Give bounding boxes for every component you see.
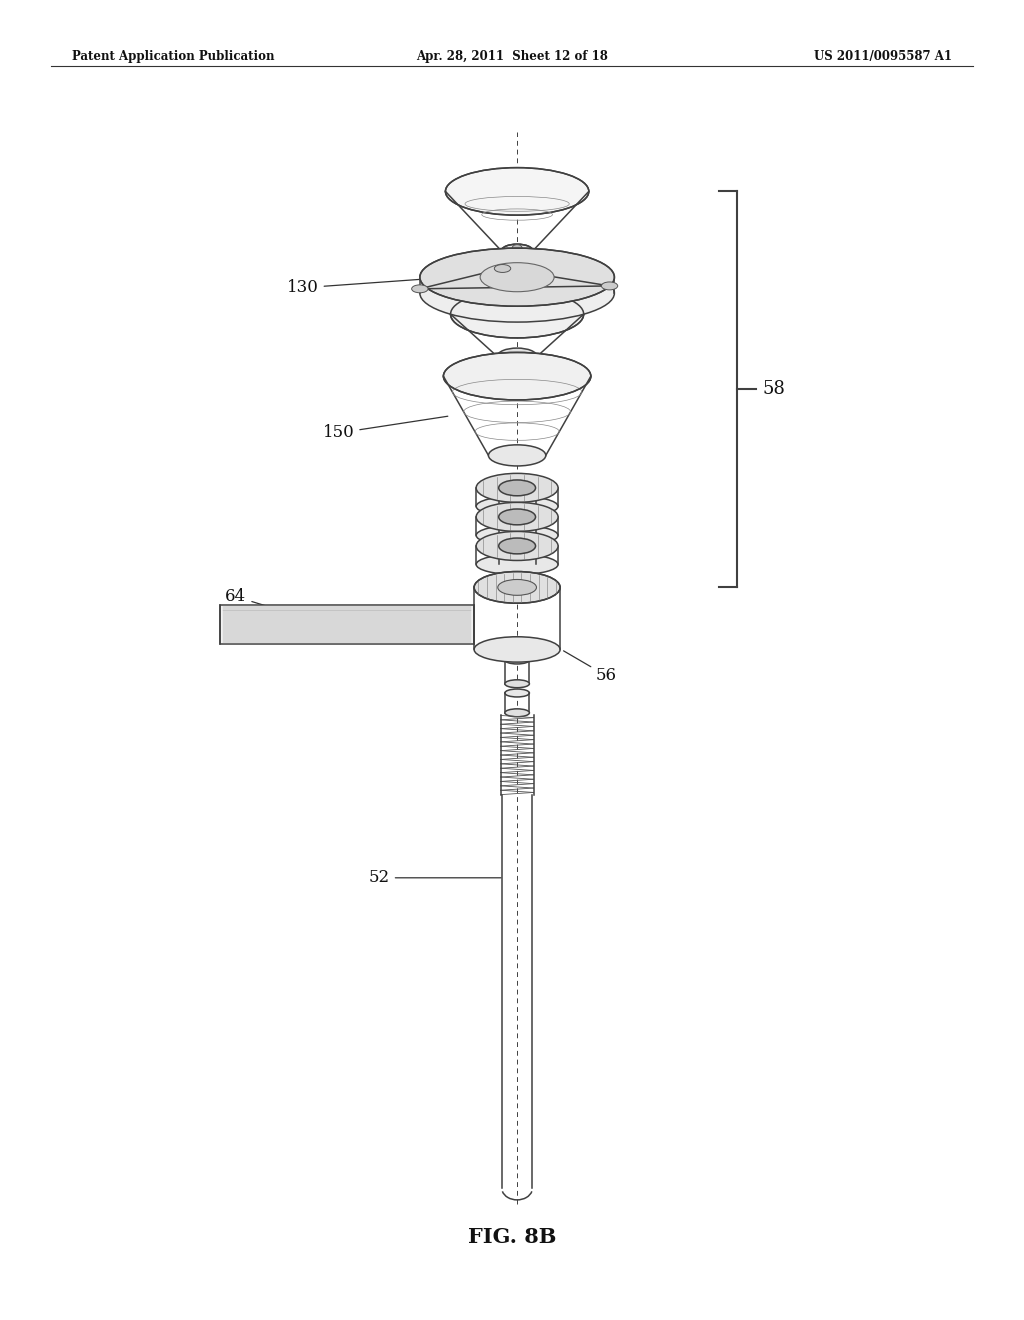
Ellipse shape — [601, 282, 617, 290]
Text: 150: 150 — [323, 416, 447, 441]
Ellipse shape — [474, 636, 560, 663]
Ellipse shape — [505, 689, 529, 697]
Text: 52: 52 — [369, 870, 501, 886]
Ellipse shape — [499, 480, 536, 496]
Ellipse shape — [476, 503, 558, 532]
Ellipse shape — [498, 348, 537, 364]
Ellipse shape — [443, 352, 591, 400]
Ellipse shape — [499, 510, 536, 525]
Text: FIG. 8B: FIG. 8B — [468, 1226, 556, 1247]
Text: Apr. 28, 2011  Sheet 12 of 18: Apr. 28, 2011 Sheet 12 of 18 — [416, 50, 608, 63]
Ellipse shape — [476, 532, 558, 561]
Ellipse shape — [498, 579, 537, 595]
Text: US 2011/0095587 A1: US 2011/0095587 A1 — [814, 50, 952, 63]
Ellipse shape — [488, 445, 546, 466]
Ellipse shape — [499, 539, 536, 554]
Ellipse shape — [412, 285, 428, 293]
Ellipse shape — [420, 248, 614, 306]
Text: 58: 58 — [763, 380, 785, 399]
Text: 64: 64 — [225, 589, 289, 612]
Ellipse shape — [480, 263, 554, 292]
Ellipse shape — [505, 680, 529, 688]
Ellipse shape — [476, 496, 558, 516]
Ellipse shape — [445, 168, 589, 215]
Ellipse shape — [476, 525, 558, 545]
Ellipse shape — [420, 264, 614, 322]
Ellipse shape — [451, 290, 584, 338]
Ellipse shape — [474, 572, 560, 603]
Text: 130: 130 — [287, 277, 447, 296]
Ellipse shape — [512, 244, 522, 252]
Bar — [220, 605, 474, 644]
Ellipse shape — [495, 264, 511, 272]
Text: 56: 56 — [563, 651, 617, 684]
Ellipse shape — [476, 554, 558, 574]
Ellipse shape — [505, 709, 529, 717]
Ellipse shape — [502, 244, 532, 257]
Ellipse shape — [476, 474, 558, 503]
Text: Patent Application Publication: Patent Application Publication — [72, 50, 274, 63]
Ellipse shape — [505, 656, 529, 664]
